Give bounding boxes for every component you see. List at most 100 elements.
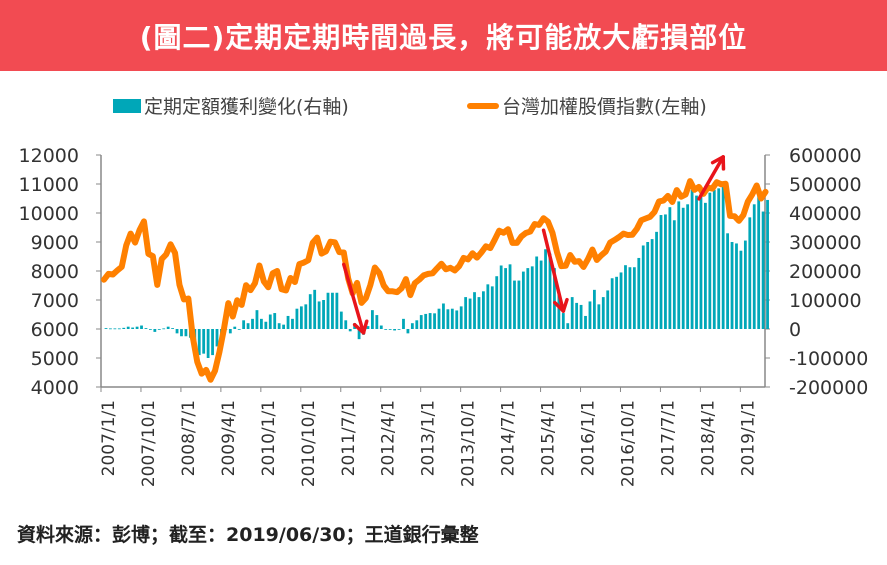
bar: [202, 329, 206, 354]
bar: [140, 325, 143, 329]
left-tick-label: 5000: [31, 348, 79, 370]
legend-swatch-line: [467, 102, 499, 109]
bar: [504, 268, 507, 329]
chart-title: (圖二)定期定期時間過長，將可能放大虧損部位: [0, 0, 887, 71]
bar: [610, 278, 614, 329]
bar: [286, 315, 290, 329]
bar: [180, 329, 183, 337]
bar: [748, 217, 752, 329]
bar: [766, 199, 769, 329]
bar: [157, 329, 161, 330]
bar: [530, 266, 534, 329]
bar: [428, 313, 432, 329]
bar: [743, 240, 747, 329]
bar: [570, 297, 574, 329]
bar: [650, 239, 654, 329]
index-line: [101, 178, 769, 383]
bar: [508, 264, 512, 329]
x-tick-label: 2007/10/1: [139, 400, 159, 487]
bar: [637, 257, 641, 329]
bar: [641, 245, 645, 329]
x-tick-label: 2010/10/1: [299, 400, 319, 487]
bar: [601, 297, 605, 329]
bar: [584, 315, 587, 329]
bar: [482, 291, 485, 329]
bar: [619, 272, 623, 329]
bar: [446, 309, 450, 329]
bar: [175, 329, 179, 334]
bar: [104, 328, 108, 329]
bar: [326, 292, 330, 329]
bar: [708, 192, 712, 329]
bar: [548, 253, 552, 329]
bar: [242, 320, 246, 329]
bar: [672, 220, 676, 329]
right-tick-label: 200000: [789, 261, 862, 283]
bar: [291, 318, 294, 329]
bar: [593, 289, 596, 329]
bar: [557, 293, 561, 329]
bar: [206, 329, 210, 358]
bar: [313, 289, 317, 329]
bar: [171, 328, 174, 329]
bar: [268, 314, 272, 329]
bar: [246, 323, 250, 329]
bar: [131, 327, 135, 329]
right-tick-label: 300000: [789, 232, 862, 254]
bar: [655, 231, 658, 329]
bar: [215, 329, 219, 347]
bar: [233, 326, 237, 329]
bar: [410, 323, 414, 329]
bar: [761, 211, 765, 329]
bar: [699, 191, 703, 329]
bar: [726, 233, 729, 329]
bar: [393, 329, 396, 331]
bar: [615, 276, 618, 329]
bar: [295, 308, 299, 329]
x-tick-label: 2014/7/1: [499, 400, 519, 476]
bar: [357, 329, 361, 340]
bar: [331, 292, 334, 329]
bar: [237, 329, 241, 330]
bar: [402, 318, 405, 329]
bar: [379, 325, 383, 329]
right-tick-label: -100000: [789, 348, 868, 370]
bar: [486, 284, 490, 329]
bar: [464, 297, 468, 329]
bar: [646, 242, 650, 329]
left-tick-label: 6000: [31, 319, 79, 341]
bar: [184, 329, 188, 337]
bar: [322, 300, 325, 329]
bar: [299, 306, 303, 329]
bar: [681, 207, 685, 329]
bar: [406, 329, 410, 334]
bar: [473, 292, 476, 329]
bar: [752, 204, 756, 329]
right-tick-label: -200000: [789, 377, 868, 399]
bar: [695, 195, 698, 329]
bar: [371, 310, 374, 329]
legend: 定期定額獲利變化(右軸) 台灣加權股價指數(左軸): [0, 92, 887, 122]
bar: [513, 280, 516, 329]
bar: [122, 327, 126, 329]
right-tick-label: 100000: [789, 290, 862, 312]
bar: [499, 265, 503, 329]
bar: [561, 313, 565, 329]
left-tick-label: 4000: [31, 377, 79, 399]
x-tick-label: 2018/4/1: [698, 400, 718, 476]
x-tick-label: 2011/7/1: [339, 400, 359, 476]
x-tick-label: 2016/1/1: [579, 400, 599, 476]
bar: [433, 313, 436, 329]
bar: [384, 329, 388, 330]
legend-label-line: 台灣加權股價指數(左軸): [502, 96, 707, 118]
x-tick-label: 2015/4/1: [539, 400, 559, 476]
bar: [273, 313, 277, 329]
bar: [135, 326, 139, 329]
left-tick-label: 9000: [31, 232, 79, 254]
right-tick-label: 500000: [789, 174, 862, 196]
bar: [109, 328, 112, 330]
bar: [442, 303, 445, 329]
bar: [477, 297, 481, 329]
right-tick-label: 400000: [789, 203, 862, 225]
